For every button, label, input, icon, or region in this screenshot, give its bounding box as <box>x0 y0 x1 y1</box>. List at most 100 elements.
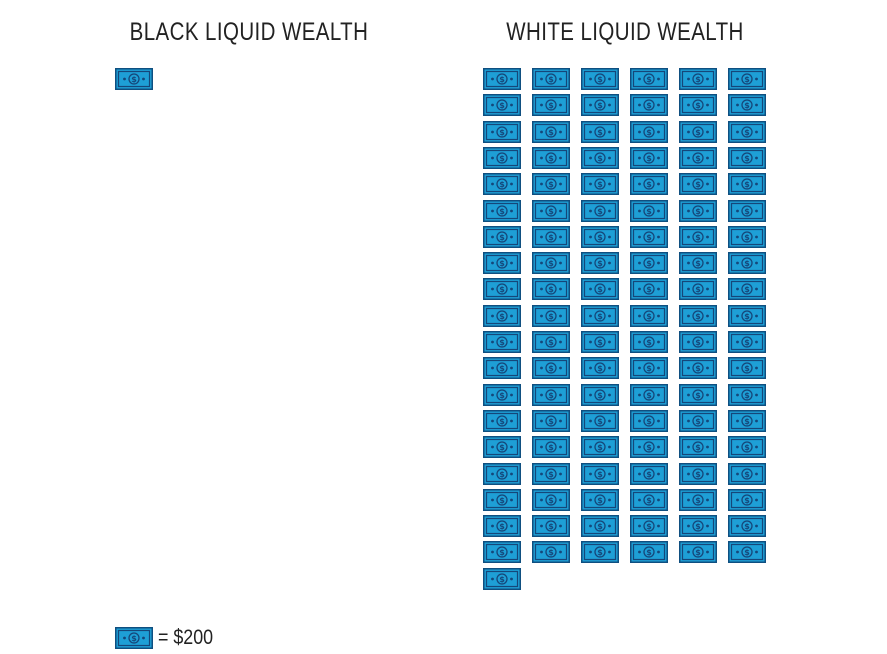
svg-text:$: $ <box>646 180 652 189</box>
dollar-bill-icon: $ <box>532 173 570 196</box>
svg-text:$: $ <box>597 154 603 163</box>
dollar-bill-icon: $ <box>532 541 570 564</box>
svg-text:$: $ <box>548 364 554 373</box>
svg-text:$: $ <box>597 391 603 400</box>
svg-text:$: $ <box>131 634 137 643</box>
svg-text:$: $ <box>646 207 652 216</box>
svg-text:$: $ <box>744 101 750 110</box>
dollar-bill-icon: $ <box>679 146 717 169</box>
dollar-bill-icon: $ <box>532 436 570 459</box>
legend: $ = $200 <box>115 626 223 650</box>
svg-text:$: $ <box>597 259 603 268</box>
dollar-bill-icon: $ <box>581 357 619 380</box>
dollar-bill-icon: $ <box>115 627 153 649</box>
dollar-bill-icon: $ <box>728 120 766 143</box>
svg-text:$: $ <box>744 286 750 295</box>
svg-text:$: $ <box>597 180 603 189</box>
svg-text:$: $ <box>548 391 554 400</box>
svg-text:$: $ <box>695 312 701 321</box>
dollar-bill-icon: $ <box>630 146 668 169</box>
svg-text:$: $ <box>695 364 701 373</box>
svg-text:$: $ <box>744 233 750 242</box>
dollar-bill-icon: $ <box>532 278 570 301</box>
dollar-bill-icon: $ <box>728 541 766 564</box>
dollar-bill-icon: $ <box>483 436 521 459</box>
dollar-bill-icon: $ <box>728 304 766 327</box>
dollar-bill-icon: $ <box>728 462 766 485</box>
svg-text:$: $ <box>548 207 554 216</box>
dollar-bill-icon: $ <box>679 68 717 90</box>
svg-text:$: $ <box>548 417 554 426</box>
svg-text:$: $ <box>499 417 505 426</box>
svg-text:$: $ <box>499 496 505 505</box>
dollar-bill-icon: $ <box>630 68 668 90</box>
dollar-bill-icon: $ <box>483 357 521 380</box>
svg-text:$: $ <box>695 549 701 558</box>
dollar-bill-icon: $ <box>728 331 766 353</box>
dollar-bill-icon: $ <box>679 120 717 143</box>
dollar-bill-icon: $ <box>532 409 570 432</box>
dollar-bill-icon: $ <box>581 173 619 196</box>
dollar-bill-icon: $ <box>581 488 619 511</box>
svg-text:$: $ <box>646 549 652 558</box>
dollar-bill-icon: $ <box>728 278 766 301</box>
svg-text:$: $ <box>499 259 505 268</box>
svg-text:$: $ <box>695 207 701 216</box>
svg-text:$: $ <box>499 286 505 295</box>
dollar-bill-icon: $ <box>630 409 668 432</box>
svg-text:$: $ <box>597 75 603 84</box>
svg-text:$: $ <box>646 391 652 400</box>
svg-text:$: $ <box>744 470 750 479</box>
svg-text:$: $ <box>597 443 603 452</box>
dollar-bill-icon: $ <box>532 515 570 538</box>
dollar-bill-icon: $ <box>581 436 619 459</box>
dollar-bill-icon: $ <box>581 462 619 485</box>
dollar-bill-icon: $ <box>728 357 766 380</box>
svg-text:$: $ <box>499 75 505 84</box>
dollar-bill-icon: $ <box>483 409 521 432</box>
dollar-bill-icon: $ <box>532 357 570 380</box>
dollar-bill-icon: $ <box>728 199 766 222</box>
dollar-bill-icon: $ <box>115 68 153 90</box>
dollar-bill-icon: $ <box>679 252 717 275</box>
dollar-bill-icon: $ <box>630 515 668 538</box>
dollar-bill-icon: $ <box>679 199 717 222</box>
dollar-bill-icon: $ <box>728 515 766 538</box>
svg-text:$: $ <box>695 470 701 479</box>
dollar-bill-icon: $ <box>630 252 668 275</box>
dollar-bill-icon: $ <box>581 120 619 143</box>
svg-text:$: $ <box>499 101 505 110</box>
svg-text:$: $ <box>548 522 554 531</box>
svg-text:$: $ <box>548 180 554 189</box>
dollar-bill-icon: $ <box>679 331 717 353</box>
svg-text:$: $ <box>744 128 750 137</box>
svg-text:$: $ <box>744 207 750 216</box>
dollar-bill-icon: $ <box>581 278 619 301</box>
dollar-bill-icon: $ <box>679 462 717 485</box>
dollar-bill-icon: $ <box>581 199 619 222</box>
dollar-bill-icon: $ <box>532 68 570 90</box>
dollar-bill-icon: $ <box>532 120 570 143</box>
dollar-bill-icon: $ <box>630 278 668 301</box>
dollar-bill-icon: $ <box>483 462 521 485</box>
dollar-bill-icon: $ <box>581 409 619 432</box>
dollar-bill-icon: $ <box>483 252 521 275</box>
dollar-bill-icon: $ <box>728 383 766 406</box>
svg-text:$: $ <box>646 75 652 84</box>
dollar-bill-icon: $ <box>581 94 619 117</box>
svg-text:$: $ <box>597 101 603 110</box>
svg-text:$: $ <box>597 470 603 479</box>
dollar-bill-icon: $ <box>679 304 717 327</box>
svg-text:$: $ <box>695 496 701 505</box>
dollar-bill-icon: $ <box>483 331 521 353</box>
dollar-bill-icon: $ <box>728 409 766 432</box>
dollar-bill-icon: $ <box>630 331 668 353</box>
dollar-bill-icon: $ <box>483 488 521 511</box>
dollar-bill-icon: $ <box>728 94 766 117</box>
svg-text:$: $ <box>499 391 505 400</box>
dollar-bill-icon: $ <box>483 383 521 406</box>
svg-text:$: $ <box>499 128 505 137</box>
svg-text:$: $ <box>597 549 603 558</box>
dollar-bill-icon: $ <box>679 225 717 248</box>
svg-text:$: $ <box>695 443 701 452</box>
